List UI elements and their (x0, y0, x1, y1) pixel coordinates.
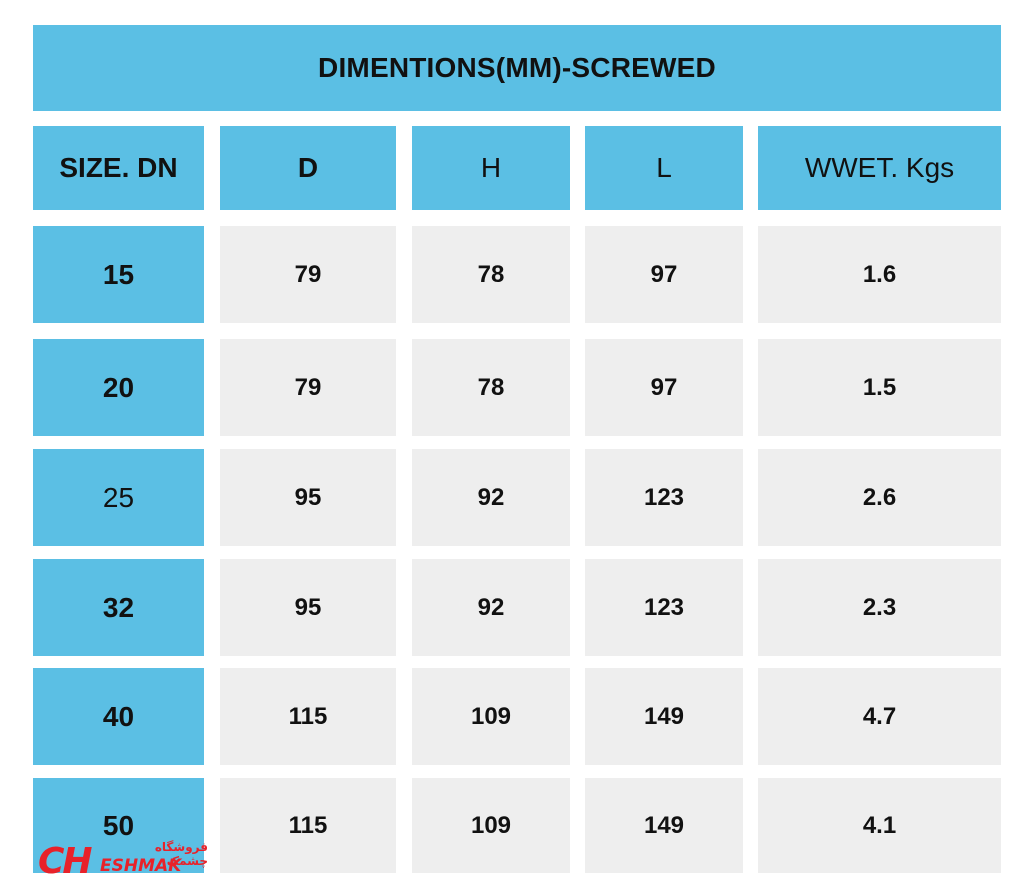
table-cell-weight: 1.6 (758, 226, 1001, 323)
table-cell-l: 97 (585, 339, 743, 436)
row-size-cell: 50 (33, 778, 204, 873)
table-cell-weight: 4.1 (758, 778, 1001, 873)
cheshmak-logo: CH ESHMAK فروشگاه چشمک (38, 838, 208, 882)
row-size-cell: 25 (33, 449, 204, 546)
table-cell-d: 79 (220, 339, 396, 436)
table-cell-h: 78 (412, 339, 570, 436)
row-size-cell: 40 (33, 668, 204, 765)
table-cell-d: 95 (220, 559, 396, 656)
table-cell-weight: 1.5 (758, 339, 1001, 436)
table-cell-h: 109 (412, 668, 570, 765)
logo-text-main: CH (38, 841, 93, 882)
table-cell-l: 123 (585, 449, 743, 546)
table-cell-weight: 4.7 (758, 668, 1001, 765)
logo-text-persian: فروشگاه چشمک (154, 840, 208, 868)
table-cell-d: 95 (220, 449, 396, 546)
table-cell-weight: 2.6 (758, 449, 1001, 546)
table-cell-h: 92 (412, 559, 570, 656)
table-cell-l: 123 (585, 559, 743, 656)
table-cell-d: 79 (220, 226, 396, 323)
column-header-weight: WWET. Kgs (758, 126, 1001, 210)
row-size-cell: 32 (33, 559, 204, 656)
table-cell-d: 115 (220, 668, 396, 765)
column-header-size-dn: SIZE. DN (33, 126, 204, 210)
table-cell-l: 97 (585, 226, 743, 323)
column-header-h: H (412, 126, 570, 210)
column-header-l: L (585, 126, 743, 210)
table-cell-weight: 2.3 (758, 559, 1001, 656)
table-cell-h: 92 (412, 449, 570, 546)
row-size-cell: 20 (33, 339, 204, 436)
table-cell-h: 78 (412, 226, 570, 323)
column-header-d: D (220, 126, 396, 210)
table-cell-l: 149 (585, 668, 743, 765)
table-cell-d: 115 (220, 778, 396, 873)
table-cell-l: 149 (585, 778, 743, 873)
table-title: DIMENTIONS(MM)-SCREWED (33, 25, 1001, 111)
logo-text-sub: ESHMAK (100, 856, 182, 876)
row-size-cell: 15 (33, 226, 204, 323)
table-cell-h: 109 (412, 778, 570, 873)
